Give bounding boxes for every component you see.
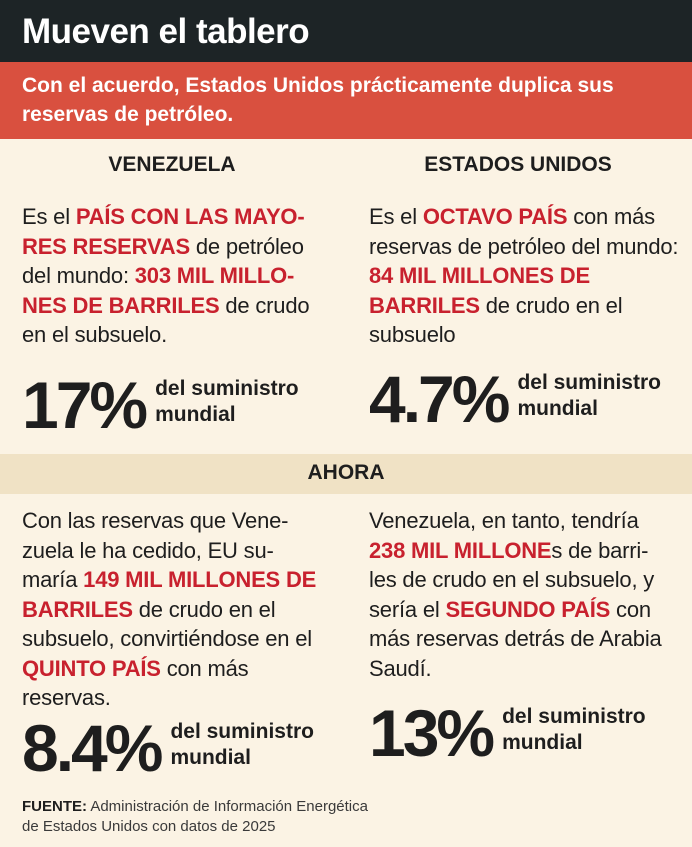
source-line-2: de Estados Unidos con datos de 2025 bbox=[22, 818, 276, 835]
ahora-heading: AHORA bbox=[0, 454, 692, 494]
source-note: FUENTE: Administración de Información En… bbox=[22, 797, 368, 837]
venezuela-stat-value: 17% bbox=[22, 368, 148, 442]
page-subtitle: Con el acuerdo, Estados Unidos prácticam… bbox=[0, 62, 692, 139]
ahora-left-stat-value: 8.4% bbox=[22, 711, 163, 785]
source-line-1: FUENTE: Administración de Información En… bbox=[22, 797, 368, 817]
venezuela-stat: 17% del suministro mundial bbox=[22, 372, 299, 438]
ahora-left-stat-label-line-2: mundial bbox=[170, 746, 251, 769]
estados-unidos-stat-label: del suministro mundial bbox=[517, 370, 661, 422]
estados-unidos-highlight-2: 84 MIL MILLONES DE BARRILES bbox=[369, 263, 590, 318]
venezuela-stat-label: del suministro mundial bbox=[155, 376, 299, 428]
venezuela-text-1: Es el bbox=[22, 204, 76, 229]
ahora-right-stat-value: 13% bbox=[369, 696, 495, 770]
ahora-right-highlight-2: SEGUNDO PAÍS bbox=[445, 596, 611, 622]
ahora-left-stat-label: del suministro mundial bbox=[170, 719, 314, 771]
estados-unidos-stat-label-line-2: mundial bbox=[517, 397, 598, 420]
ahora-right-stat-label-line-2: mundial bbox=[502, 731, 583, 754]
ahora-right-text-3: con más reservas detrás de Arabia Saudí. bbox=[369, 596, 662, 681]
source-text-1: Administración de Información Energética bbox=[87, 798, 368, 815]
ahora-left-stat-label-line-1: del suministro bbox=[170, 720, 314, 743]
ahora-left-highlight-1: 149 MIL MILLONES DE BARRILES bbox=[22, 567, 317, 622]
ahora-right-stat-label-line-1: del suministro bbox=[502, 705, 646, 728]
estados-unidos-heading: ESTADOS UNIDOS bbox=[424, 153, 612, 176]
ahora-right-text-1: Venezuela, en tanto, tendría bbox=[369, 508, 639, 533]
ahora-left-highlight-2: QUINTO PAÍS bbox=[22, 655, 161, 681]
ahora-left-text-3: con más reservas. bbox=[22, 655, 249, 711]
ahora-right-stat: 13% del suministro mundial bbox=[369, 700, 646, 766]
estados-unidos-highlight-1: OCTAVO PAÍS bbox=[422, 204, 568, 229]
ahora-left-text-2: de crudo en el subsuelo, convirtiéndose … bbox=[22, 596, 312, 652]
page-title: Mueven el tablero bbox=[0, 0, 692, 62]
estados-unidos-stat-value: 4.7% bbox=[369, 362, 510, 436]
venezuela-text-3: de crudo en el subsuelo. bbox=[22, 292, 310, 348]
estados-unidos-stat: 4.7% del suministro mundial bbox=[369, 366, 661, 432]
venezuela-stat-label-line-2: mundial bbox=[155, 403, 236, 426]
estados-unidos-text-1: Es el bbox=[369, 204, 423, 229]
ahora-right-text: Venezuela, en tanto, tendría 238 MIL MIL… bbox=[369, 506, 669, 683]
venezuela-highlight-2: 303 MIL MILLO-NES DE BARRILES bbox=[22, 263, 295, 318]
venezuela-stat-label-line-1: del suministro bbox=[155, 377, 299, 400]
venezuela-text-2: de petróleo del mundo: bbox=[22, 233, 304, 289]
ahora-left-stat: 8.4% del suministro mundial bbox=[22, 715, 314, 781]
ahora-right-stat-label: del suministro mundial bbox=[502, 704, 646, 756]
venezuela-heading: VENEZUELA bbox=[108, 153, 236, 176]
estados-unidos-text-2: con más reservas de petróleo del mundo: bbox=[369, 204, 679, 259]
estados-unidos-stat-label-line-1: del suministro bbox=[517, 371, 661, 394]
source-label: FUENTE: bbox=[22, 798, 87, 815]
venezuela-highlight-1: PAÍS CON LAS MAYO-RES RESERVAS bbox=[22, 204, 305, 259]
ahora-left-text: Con las reservas que Vene-zuela le ha ce… bbox=[22, 506, 322, 713]
ahora-right-highlight-1: 238 MIL MILLONE bbox=[369, 537, 552, 563]
ahora-right-text-2: s de barri-les de crudo en el subsuelo, … bbox=[369, 537, 655, 622]
ahora-left-text-1: Con las reservas que Vene-zuela le ha ce… bbox=[22, 508, 289, 592]
estados-unidos-text-3: de crudo en el subsuelo bbox=[369, 292, 623, 348]
venezuela-text: Es el PAÍS CON LAS MAYO-RES RESERVAS de … bbox=[22, 202, 322, 350]
estados-unidos-text: Es el OCTAVO PAÍS con más reservas de pe… bbox=[369, 202, 679, 350]
